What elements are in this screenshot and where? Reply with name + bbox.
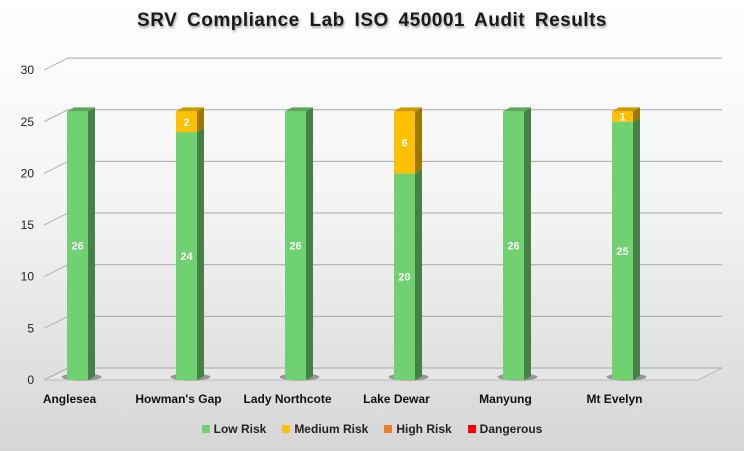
x-category-label: Anglesea: [43, 392, 97, 406]
bar-top: [612, 107, 640, 112]
y-tick-label: 30: [21, 63, 35, 77]
bar-side: [524, 107, 531, 381]
bar-side: [415, 107, 422, 174]
bar-front: [67, 111, 88, 381]
gridline-depth: [43, 160, 69, 174]
bar-side: [415, 169, 422, 380]
chart-title: SRV Compliance Lab ISO 450001 Audit Resu…: [137, 10, 607, 31]
bar-segment: [394, 107, 422, 174]
gridline-depth: [43, 264, 69, 278]
bar-side: [197, 128, 204, 380]
x-category-label: Howman's Gap: [135, 392, 221, 406]
bar-front: [503, 111, 524, 381]
bar-top: [394, 107, 422, 112]
bar-top: [176, 107, 204, 112]
bar-side: [306, 107, 313, 381]
data-label: 6: [401, 137, 407, 149]
bar-side: [633, 107, 640, 122]
gridline-depth: [43, 315, 69, 329]
y-tick-label: 15: [21, 218, 35, 232]
bar-top: [503, 107, 531, 112]
data-label: 2: [183, 117, 189, 129]
bar-side: [633, 117, 640, 380]
bar-segment: [394, 169, 422, 380]
y-tick-label: 25: [21, 115, 35, 129]
x-axis: Anglesea Howman's Gap Lady Northcote Lake D…: [43, 392, 643, 406]
data-label: 26: [71, 241, 83, 253]
legend-label: Medium Risk: [294, 422, 369, 436]
data-label: 26: [289, 241, 301, 253]
bar-front: [394, 173, 415, 380]
x-category-label: Lady Northcote: [243, 392, 331, 406]
legend-swatch: [384, 425, 393, 433]
bar-segment: [612, 117, 640, 380]
x-category-label: Lake Dewar: [363, 392, 430, 406]
gridline-depth: [43, 367, 69, 381]
y-tick-label: 5: [27, 321, 34, 335]
gridline-depth: [43, 212, 69, 226]
legend-swatch: [201, 425, 210, 433]
bar-front: [394, 111, 415, 174]
y-tick-label: 20: [21, 166, 35, 180]
legend-item: Medium Risk: [282, 422, 368, 436]
bar-segment: [176, 107, 204, 133]
legend-swatch: [282, 425, 291, 433]
bar-front: [612, 111, 633, 122]
bar-segment: [285, 107, 313, 381]
bar-side: [197, 107, 204, 133]
data-label: 20: [398, 272, 410, 284]
bar-front: [285, 111, 306, 381]
bar-top: [67, 107, 95, 112]
legend-swatch: [467, 425, 476, 433]
y-tick-label: 0: [27, 373, 34, 387]
x-category-label: Manyung: [479, 392, 532, 406]
y-axis: 0 5 10 15 20 25 30: [21, 63, 35, 387]
bar-front: [176, 132, 197, 380]
gridline-depth: [43, 57, 69, 71]
bars: [61, 107, 647, 381]
bar-front: [176, 111, 197, 133]
legend: Low Risk Medium Risk High Risk Dangerous: [0, 422, 744, 436]
legend-label: High Risk: [396, 422, 452, 436]
bar-segment: [503, 107, 531, 381]
bar-segment: [612, 107, 640, 122]
x-category-label: Mt Evelyn: [586, 392, 642, 406]
data-label: 1: [619, 112, 625, 124]
data-label: 26: [507, 241, 519, 253]
bar-segment: [176, 128, 204, 380]
legend-item: High Risk: [384, 422, 452, 436]
y-tick-label: 10: [21, 270, 35, 284]
data-label: 24: [180, 251, 193, 263]
bar-segment: [67, 107, 95, 381]
bar-top: [285, 107, 313, 112]
legend-label: Low Risk: [213, 422, 267, 436]
legend-label: Dangerous: [479, 422, 543, 436]
data-labels: 26 24 2 26 20 6 26 25 1: [71, 112, 628, 284]
data-label: 25: [616, 246, 628, 258]
legend-item: Dangerous: [467, 422, 543, 436]
bar-front: [612, 121, 633, 380]
gridline-depth: [43, 109, 69, 123]
legend-item: Low Risk: [201, 422, 267, 436]
bar-side: [88, 107, 95, 381]
